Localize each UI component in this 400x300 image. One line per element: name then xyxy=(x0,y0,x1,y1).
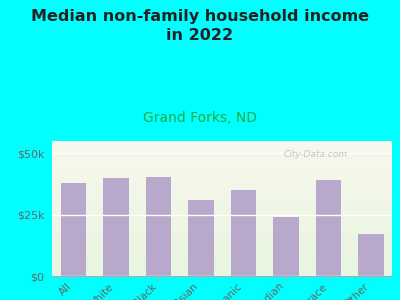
Bar xyxy=(358,234,384,276)
Text: Median non-family household income
in 2022: Median non-family household income in 20… xyxy=(31,9,369,43)
Text: Grand Forks, ND: Grand Forks, ND xyxy=(143,111,257,125)
Bar xyxy=(103,178,128,276)
Bar xyxy=(230,190,256,276)
Bar xyxy=(188,200,214,276)
Bar xyxy=(60,183,86,276)
Bar xyxy=(146,177,171,276)
Text: City-Data.com: City-Data.com xyxy=(283,150,347,159)
Bar xyxy=(316,180,341,276)
Bar xyxy=(273,217,298,276)
